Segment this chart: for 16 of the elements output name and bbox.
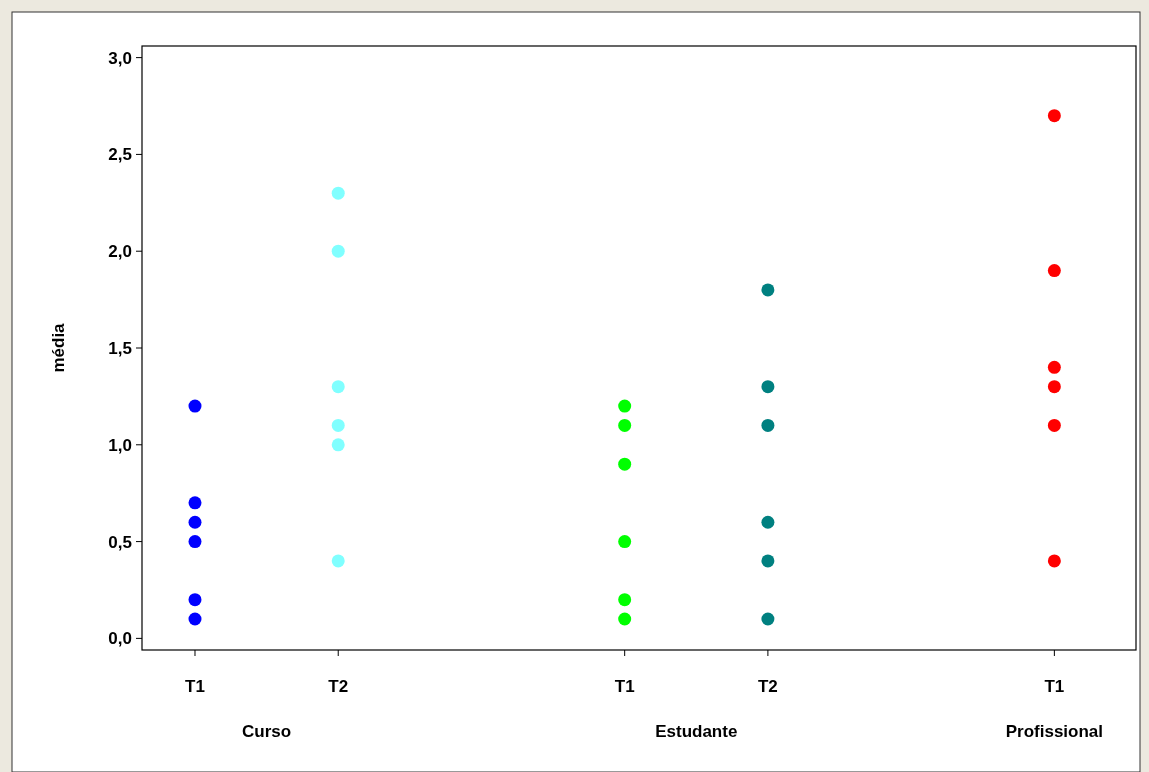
x-tick-label: T1 bbox=[185, 677, 205, 696]
x-tick-label: T1 bbox=[614, 677, 635, 696]
y-tick-label: 1,5 bbox=[108, 338, 132, 358]
text: Curso bbox=[242, 722, 292, 741]
y-tick-label: 0,0 bbox=[108, 629, 132, 649]
y-tick-label: 2,5 bbox=[108, 145, 132, 165]
x-tick-label: T1 bbox=[1044, 677, 1065, 696]
y-tick-label: 1,0 bbox=[108, 435, 132, 455]
text: Estudante bbox=[655, 722, 738, 741]
x-tick-label: T2 bbox=[757, 677, 778, 696]
y-tick-label: 2,0 bbox=[108, 242, 132, 262]
y-axis-title: média bbox=[49, 322, 68, 373]
text: Profissional bbox=[1005, 722, 1104, 741]
y-tick-label: 0,5 bbox=[108, 532, 132, 552]
y-tick-label: 3,0 bbox=[108, 48, 132, 68]
x-tick-label: T2 bbox=[328, 677, 349, 696]
